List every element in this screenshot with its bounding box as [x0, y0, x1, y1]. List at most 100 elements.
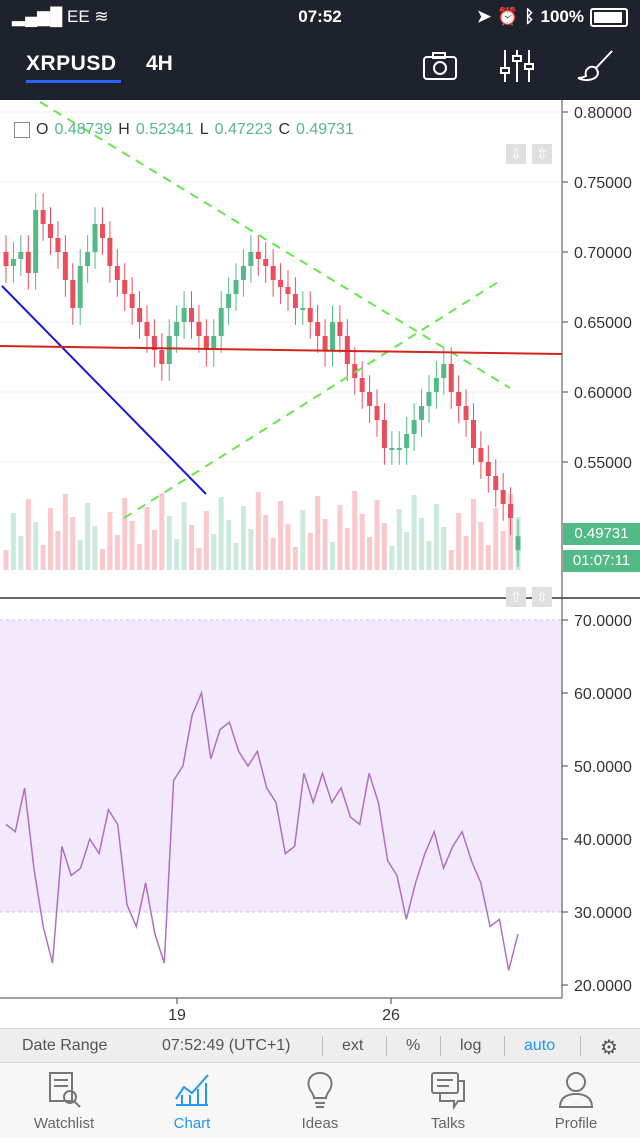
chart-canvas[interactable]: 0.80000 0.75000 0.70000 0.65000 0.60000 0.550… [0, 100, 640, 1028]
legend-square-icon[interactable] [14, 122, 30, 138]
volume-bar [166, 516, 172, 570]
indicators-icon[interactable] [497, 48, 537, 84]
tab-ideas-label: Ideas [301, 1115, 339, 1132]
price-tick-label: 0.70000 [574, 245, 632, 262]
gear-icon[interactable]: ⚙ [600, 1037, 618, 1059]
candle-body [470, 420, 476, 448]
symbol-button[interactable]: XRPUSD [26, 52, 117, 75]
candle-body [300, 308, 306, 310]
volume-bar [137, 544, 143, 570]
volume-bar [478, 522, 484, 570]
rsi-tick-label: 60.0000 [574, 686, 632, 703]
battery-icon [590, 7, 628, 27]
symbol-underline [26, 80, 121, 83]
auto-button[interactable]: auto [524, 1037, 556, 1054]
candle-body [166, 336, 172, 364]
volume-bar [292, 547, 298, 570]
ext-button[interactable]: ext [342, 1037, 364, 1054]
candle-body [441, 364, 447, 378]
volume-bar [396, 509, 402, 570]
candle-body [33, 210, 39, 273]
candle-body [411, 420, 417, 434]
candle-body [278, 280, 284, 287]
trendline-upper-descending[interactable] [39, 101, 511, 389]
candle-body [40, 210, 46, 224]
volume-bar [493, 508, 499, 570]
candle-body [233, 280, 239, 294]
candle-body [218, 308, 224, 336]
low-value: 0.47223 [214, 121, 273, 138]
candle-body [419, 406, 425, 420]
signal-icon: ▂▄▆█ [12, 7, 63, 26]
log-button[interactable]: log [460, 1037, 482, 1054]
tab-talks-label: Talks [430, 1115, 466, 1132]
volume-bar [114, 535, 120, 570]
drawing-brush-icon[interactable] [576, 48, 616, 84]
volume-bar [240, 506, 246, 570]
bluetooth-icon: ᛒ [524, 7, 535, 26]
carrier-label: ▂▄▆█ EE ≋ [12, 7, 109, 27]
candle-body [137, 308, 143, 322]
camera-icon[interactable] [420, 48, 460, 84]
wifi-icon: ≋ [94, 7, 109, 26]
trendline-blue[interactable] [1, 285, 207, 495]
candle-body [292, 294, 298, 308]
status-bar: ▂▄▆█ EE ≋ 07:52 ➤ ⏰ ᛒ 100% [0, 0, 640, 34]
candle-body [322, 336, 328, 350]
candle-body [159, 350, 165, 364]
candle-body [389, 448, 395, 450]
tab-profile[interactable]: Profile [512, 1063, 640, 1138]
scale-updown-icon[interactable]: ⇳ [532, 144, 552, 164]
volume-bar [92, 526, 98, 570]
tab-ideas[interactable]: Ideas [256, 1063, 384, 1138]
scale-down-icon[interactable]: ⇩ [506, 144, 526, 164]
volume-bar [463, 536, 469, 570]
last-price-tag: 0.49731 [563, 523, 640, 545]
tab-talks[interactable]: Talks [384, 1063, 512, 1138]
candle-body [240, 266, 246, 280]
candle-body [48, 224, 54, 238]
candle-body [62, 252, 68, 280]
candle-body [114, 266, 120, 280]
rsi-scale-updown-icon[interactable]: ⇳ [532, 587, 552, 607]
volume-bar [470, 499, 476, 570]
volume-bar [3, 550, 9, 570]
date-range-button[interactable]: Date Range [22, 1037, 108, 1054]
volume-bar [248, 529, 254, 570]
volume-bar [359, 514, 365, 570]
tab-watchlist[interactable]: Watchlist [0, 1063, 128, 1138]
volume-bar [285, 524, 291, 570]
candle-body [196, 322, 202, 336]
rsi-line [5, 690, 519, 971]
candle-body [329, 322, 335, 350]
volume-bar [196, 548, 202, 570]
interval-button[interactable]: 4H [146, 52, 173, 75]
close-label: C [278, 121, 291, 138]
candle-body [263, 259, 269, 266]
volume-bar [233, 543, 239, 570]
candle-body [485, 462, 491, 476]
chat-bubbles-icon [431, 1072, 465, 1111]
rsi-band [0, 620, 562, 912]
volume-bar [352, 491, 358, 570]
volume-bar [107, 512, 113, 570]
volume-bar [404, 532, 410, 570]
volume-bar [181, 502, 187, 570]
candles [3, 193, 521, 567]
candle-body [448, 364, 454, 392]
rsi-scale-up-icon[interactable]: ⇧ [506, 587, 526, 607]
candle-body [189, 308, 195, 322]
chart-area[interactable]: 0.80000 0.75000 0.70000 0.65000 0.60000 0.550… [0, 100, 640, 1028]
horizontal-line-red[interactable] [0, 345, 563, 355]
percent-button[interactable]: % [406, 1037, 421, 1054]
rsi-tick-label: 40.0000 [574, 832, 632, 849]
volume-bar [485, 545, 491, 570]
candle-body [456, 392, 462, 406]
tab-chart[interactable]: Chart [128, 1063, 256, 1138]
volume-bar [300, 510, 306, 570]
candle-body [396, 448, 402, 450]
time-tick-label: 19 [168, 1007, 186, 1024]
trendline-lower-ascending[interactable] [123, 281, 499, 519]
candle-body [508, 504, 514, 518]
candle-body [433, 378, 439, 392]
